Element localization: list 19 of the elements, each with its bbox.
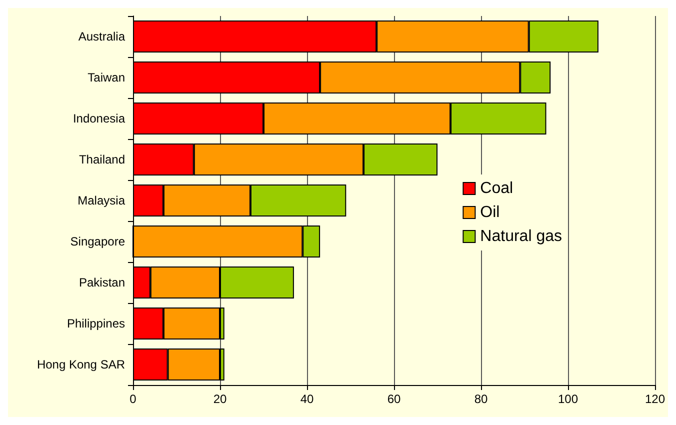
x-tick-label: 100 — [558, 392, 578, 406]
x-tick-label: 40 — [300, 392, 314, 406]
x-tick-label: 120 — [644, 392, 666, 406]
y-tick-label: Thailand — [78, 152, 125, 166]
x-tick-label: 80 — [474, 392, 488, 406]
x-tick-label: 20 — [213, 392, 227, 406]
y-tick-label: Hong Kong SAR — [36, 358, 126, 372]
y-tick-label: Indonesia — [72, 112, 126, 126]
x-tick-label: 0 — [130, 392, 137, 406]
x-tick-label: 60 — [387, 392, 401, 406]
legend-label: Coal — [480, 180, 514, 197]
y-tick-label: Philippines — [66, 316, 125, 330]
y-tick-label: Malaysia — [78, 194, 126, 208]
y-tick-label: Australia — [78, 30, 126, 44]
legend-label: Oil — [480, 204, 500, 221]
y-tick-label: Singapore — [70, 234, 126, 248]
legend-label: Natural gas — [480, 228, 562, 245]
y-tick-label: Pakistan — [78, 276, 125, 290]
y-tick-label: Taiwan — [88, 70, 125, 84]
